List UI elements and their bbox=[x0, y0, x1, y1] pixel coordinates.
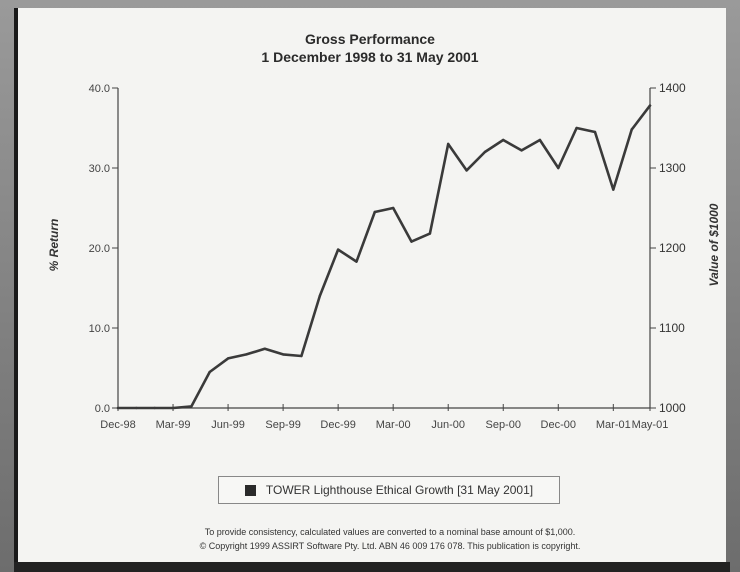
data-point bbox=[153, 406, 156, 410]
data-point bbox=[575, 126, 578, 130]
data-point bbox=[300, 354, 303, 358]
y2-tick-label: 1100 bbox=[659, 321, 685, 335]
x-tick-label: Jun-00 bbox=[431, 419, 465, 431]
legend: TOWER Lighthouse Ethical Growth [31 May … bbox=[218, 476, 560, 504]
data-point bbox=[391, 206, 395, 210]
x-tick-label: Mar-99 bbox=[156, 419, 191, 431]
y-tick-label: 30.0 bbox=[89, 163, 110, 175]
data-point bbox=[135, 406, 138, 410]
y2-axis-label: Value of $1000 bbox=[707, 203, 721, 286]
data-point bbox=[593, 130, 597, 134]
x-tick-label: Dec-99 bbox=[320, 419, 355, 431]
x-tick-label: Sep-99 bbox=[265, 419, 300, 431]
data-point bbox=[355, 260, 358, 263]
data-point bbox=[538, 138, 542, 142]
legend-swatch bbox=[244, 484, 256, 496]
chart-ticks: 0.0 10.0 20.0 30.0 40.0 1000 1100 1200 1300 1400 D… bbox=[89, 81, 686, 431]
series-line bbox=[116, 104, 652, 410]
data-point bbox=[428, 232, 432, 235]
y-tick-label: 20.0 bbox=[89, 243, 110, 255]
x-tick-label: Dec-00 bbox=[541, 419, 576, 431]
y-axis-label: % Return bbox=[47, 219, 61, 272]
y-tick-label: 40.0 bbox=[89, 83, 110, 95]
data-point bbox=[208, 370, 211, 374]
data-point bbox=[245, 353, 248, 356]
legend-label: TOWER Lighthouse Ethical Growth [31 May … bbox=[265, 483, 534, 497]
chart-panel bbox=[14, 8, 726, 564]
x-tick-label: Sep-00 bbox=[485, 419, 520, 431]
x-tick-label: Mar-01 bbox=[596, 419, 631, 431]
data-point bbox=[171, 406, 175, 410]
chart-series bbox=[116, 104, 652, 410]
x-tick-label: Jun-99 bbox=[211, 419, 245, 431]
chart-axes bbox=[117, 88, 651, 409]
scan-edge bbox=[14, 562, 730, 572]
data-point bbox=[557, 166, 560, 170]
data-point bbox=[190, 405, 193, 408]
chart-title: Gross Performance bbox=[305, 31, 435, 47]
y2-tick-label: 1000 bbox=[659, 401, 686, 415]
x-tick-label: Dec-98 bbox=[100, 419, 135, 431]
data-point bbox=[318, 294, 321, 298]
data-point bbox=[630, 128, 633, 131]
data-point bbox=[410, 240, 413, 243]
data-point bbox=[520, 149, 523, 152]
data-point bbox=[226, 357, 230, 360]
x-tick-label: Mar-00 bbox=[376, 419, 411, 431]
y2-tick-label: 1300 bbox=[659, 161, 686, 175]
footnote-consistency: To provide consistency, calculated value… bbox=[204, 527, 576, 537]
data-point bbox=[263, 347, 266, 350]
data-point bbox=[612, 188, 615, 191]
y2-tick-label: 1200 bbox=[659, 241, 686, 255]
footnote-copyright: © Copyright 1999 ASSIRT Software Pty. Lt… bbox=[199, 541, 581, 551]
y-tick-label: 10.0 bbox=[89, 323, 110, 335]
data-point bbox=[336, 248, 340, 251]
y-tick-label: 0.0 bbox=[95, 403, 110, 415]
data-point bbox=[483, 150, 487, 154]
y2-tick-label: 1400 bbox=[659, 81, 686, 95]
data-point bbox=[447, 142, 450, 146]
data-point bbox=[373, 210, 377, 214]
data-point bbox=[281, 353, 285, 356]
data-point bbox=[465, 169, 468, 172]
data-point bbox=[116, 406, 120, 410]
x-tick-label: May-01 bbox=[632, 419, 669, 431]
chart-subtitle: 1 December 1998 to 31 May 2001 bbox=[261, 49, 479, 65]
data-point bbox=[502, 138, 505, 142]
data-point bbox=[648, 104, 652, 107]
